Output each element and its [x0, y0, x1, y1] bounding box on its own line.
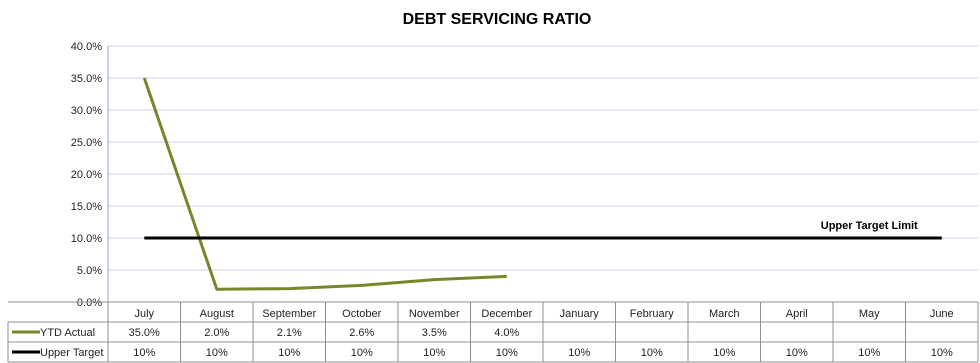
- y-tick-label: 10.0%: [71, 233, 102, 245]
- y-tick-label: 20.0%: [71, 169, 102, 181]
- series-lines: [142, 77, 942, 291]
- x-tick-label: April: [786, 308, 808, 320]
- series-line-0: [142, 77, 507, 291]
- x-tick-label: November: [409, 308, 460, 320]
- data-label: 10%: [423, 347, 445, 359]
- legend-label: YTD Actual: [40, 327, 95, 339]
- data-label: 3.5%: [422, 327, 447, 339]
- y-tick-label: 0.0%: [77, 297, 102, 309]
- data-label: 2.1%: [277, 327, 302, 339]
- x-tick-label: February: [630, 308, 675, 320]
- x-tick-label: August: [200, 308, 234, 320]
- y-tick-label: 5.0%: [77, 265, 102, 277]
- chart-title: DEBT SERVICING RATIO: [403, 11, 592, 28]
- x-tick-label: December: [481, 308, 532, 320]
- y-tick-label: 25.0%: [71, 137, 102, 149]
- data-label: 10%: [278, 347, 300, 359]
- x-tick-label: June: [930, 308, 954, 320]
- data-label: 10%: [786, 347, 808, 359]
- data-label: 2.6%: [349, 327, 374, 339]
- data-label: 10%: [206, 347, 228, 359]
- y-tick-label: 30.0%: [71, 105, 102, 117]
- x-tick-label: October: [342, 308, 381, 320]
- y-tick-label: 40.0%: [71, 41, 102, 53]
- data-label: 10%: [568, 347, 590, 359]
- data-table: July August September October November Decemb…: [7, 301, 979, 363]
- annotations: Upper Target Limit: [821, 220, 918, 232]
- x-tick-label: September: [262, 308, 316, 320]
- data-label: 10%: [858, 347, 880, 359]
- data-label: 10%: [931, 347, 953, 359]
- x-tick-label: January: [560, 308, 600, 320]
- data-label: 10%: [641, 347, 663, 359]
- data-label: 10%: [496, 347, 518, 359]
- x-tick-label: March: [709, 308, 740, 320]
- x-tick-label: July: [134, 308, 154, 320]
- y-tick-label: 35.0%: [71, 73, 102, 85]
- data-label: 10%: [133, 347, 155, 359]
- data-label: 10%: [713, 347, 735, 359]
- gridlines: [107, 45, 978, 303]
- data-label: 2.0%: [204, 327, 229, 339]
- y-tick-label: 15.0%: [71, 201, 102, 213]
- data-label: 4.0%: [494, 327, 519, 339]
- y-axis: 0.0% 5.0% 10.0% 15.0% 20.0% 25.0% 30.0% 35.0% 40…: [71, 41, 102, 309]
- x-tick-label: May: [859, 308, 880, 320]
- annotation-label: Upper Target Limit: [821, 220, 918, 232]
- data-label: 35.0%: [129, 327, 160, 339]
- legend-label: Upper Target: [40, 347, 103, 359]
- data-label: 10%: [351, 347, 373, 359]
